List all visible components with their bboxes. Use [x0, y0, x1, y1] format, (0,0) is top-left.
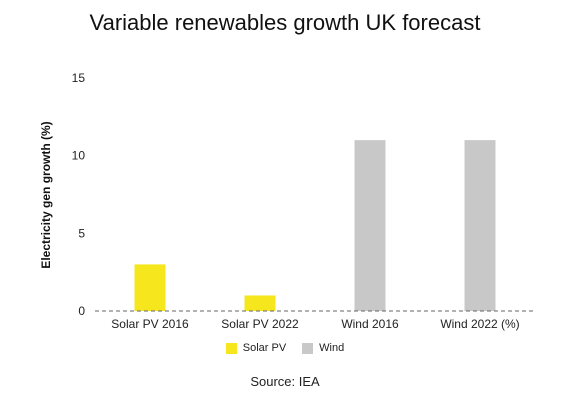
legend-label-solar: Solar PV: [242, 342, 287, 354]
bar-solar-pv-2022: [244, 295, 276, 311]
y-axis-label: Electricity gen growth (%): [39, 121, 53, 268]
source-note: Source: IEA: [250, 374, 320, 389]
x-category-label: Solar PV 2016: [111, 317, 189, 331]
bars: [134, 140, 496, 311]
x-category-label: Solar PV 2022: [221, 317, 299, 331]
y-tick-label: 0: [78, 304, 85, 318]
legend-swatch-wind: [302, 342, 314, 354]
y-tick-label: 10: [72, 149, 86, 163]
x-axis-categories: Solar PV 2016 Solar PV 2022 Wind 2016 Wind …: [111, 317, 519, 331]
bar-wind-2022: [464, 140, 496, 311]
x-category-label: Wind 2016: [341, 317, 399, 331]
x-category-label: Wind 2022 (%): [440, 317, 519, 331]
y-tick-label: 5: [78, 226, 85, 240]
bar-chart: Electricity gen growth (%) 0 5 10 15 Solar …: [39, 71, 535, 331]
legend-swatch-solar: [225, 342, 237, 354]
legend-label-wind: Wind: [319, 342, 345, 354]
y-tick-label: 15: [72, 71, 86, 85]
legend-item-solar: Solar PV: [225, 342, 287, 354]
bar-wind-2016: [354, 140, 386, 311]
legend-item-wind: Wind: [302, 342, 344, 354]
bar-solar-pv-2016: [134, 264, 166, 311]
y-axis-ticks: 0 5 10 15: [72, 71, 86, 318]
chart-title: Variable renewables growth UK forecast: [89, 10, 481, 35]
legend: Solar PV Wind: [0, 342, 570, 354]
